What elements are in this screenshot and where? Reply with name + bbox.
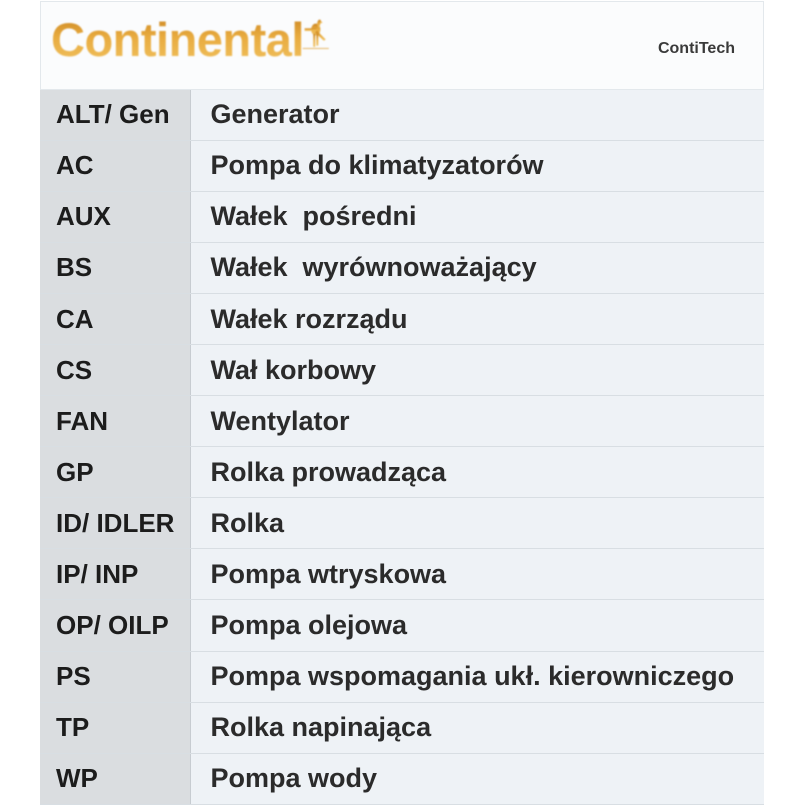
svg-text:Continental: Continental: [51, 17, 304, 66]
